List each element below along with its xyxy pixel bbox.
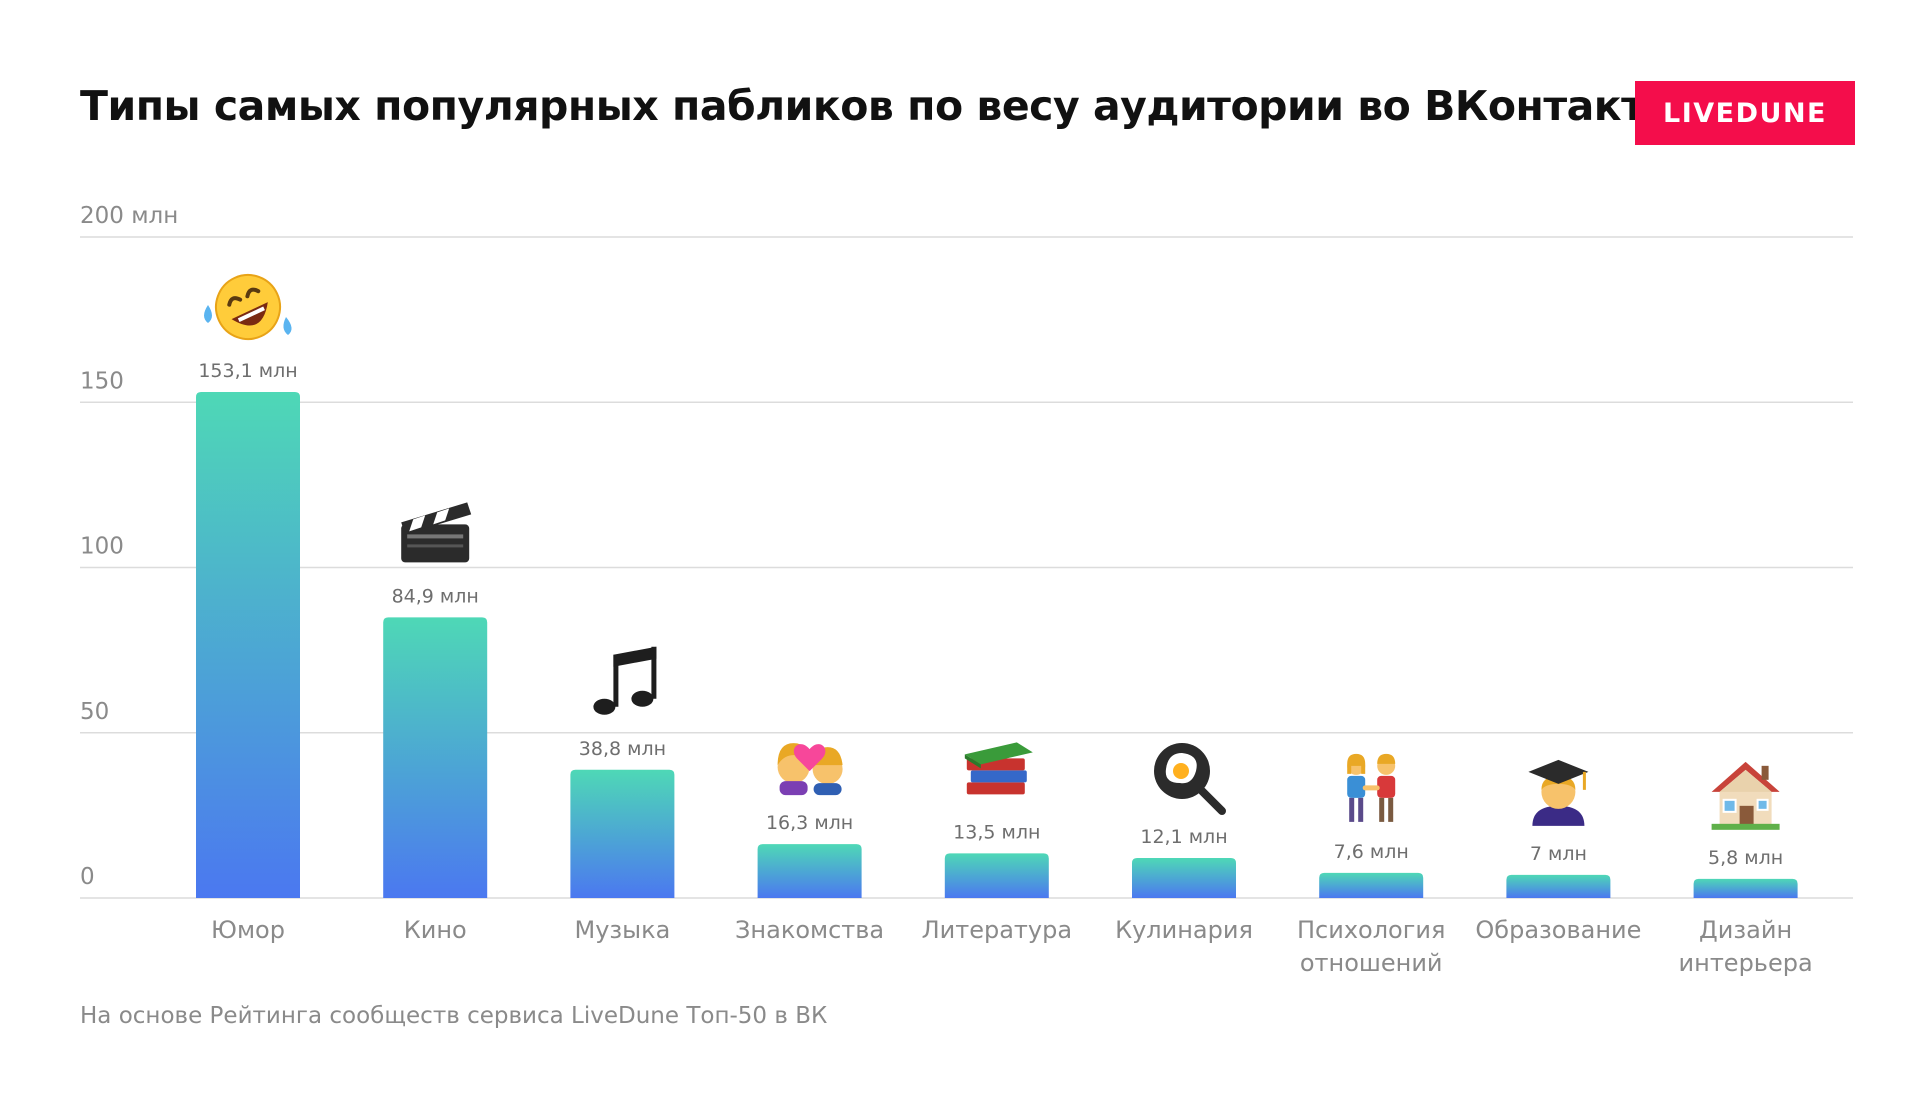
value-labels: 153,1 млн 84,9 млн 38,8 млн 16,3 млн 13,5 мл… [198, 360, 1783, 869]
value-label: 13,5 млн [953, 821, 1040, 843]
house-icon [1711, 761, 1780, 830]
bar [1693, 878, 1798, 898]
bar [1506, 874, 1611, 898]
bar [383, 617, 488, 898]
category-label: Музыка [574, 916, 670, 944]
value-label: 7 млн [1530, 843, 1587, 865]
graduate-icon [1528, 759, 1589, 826]
category-labels: Юмор Кино Музыка Знакомства Литература Кулина… [211, 916, 1813, 977]
value-label: 38,8 млн [579, 738, 666, 760]
books-icon [964, 742, 1033, 795]
music-notes-icon [593, 646, 657, 715]
value-label: 5,8 млн [1708, 847, 1783, 869]
couple-holding-hands-icon [1347, 753, 1396, 822]
frying-pan-egg-icon [1154, 743, 1226, 816]
bar [1132, 858, 1236, 898]
bar [757, 844, 862, 898]
bar [196, 392, 300, 898]
category-label: Дизайн интерьера [1679, 916, 1813, 977]
gridlines [80, 236, 1853, 899]
couple-with-heart-icon [777, 743, 843, 796]
value-label: 12,1 млн [1140, 826, 1227, 848]
livedune-logo[interactable]: LIVEDUNE [1635, 81, 1855, 145]
bar [944, 853, 1049, 898]
chart-title: Типы самых популярных пабликов по весу а… [80, 82, 1672, 130]
y-axis-ticks: 0 50 100 150 200 млн [80, 203, 178, 890]
y-tick-label: 50 [80, 699, 109, 725]
y-tick-label: 0 [80, 864, 95, 890]
rofl-face-icon [204, 274, 292, 341]
category-label: Кулинария [1115, 916, 1253, 944]
bar [570, 769, 675, 898]
category-label: Юмор [211, 916, 285, 944]
bar [1319, 872, 1424, 898]
value-label: 7,6 млн [1334, 841, 1409, 863]
bars [196, 392, 1798, 898]
value-label: 84,9 млн [392, 585, 479, 607]
y-tick-label: 100 [80, 534, 124, 560]
category-label: Знакомства [735, 916, 884, 944]
category-label: Образование [1475, 916, 1641, 944]
category-label: Литература [922, 916, 1072, 944]
value-label: 153,1 млн [198, 360, 297, 382]
clapper-board-icon [401, 502, 472, 563]
y-tick-label: 200 млн [80, 203, 178, 229]
category-label: Психология отношений [1297, 916, 1445, 977]
bar-icons [204, 274, 1780, 830]
source-footnote: На основе Рейтинга сообществ сервиса Liv… [80, 1003, 828, 1029]
category-label: Кино [404, 916, 467, 944]
value-label: 16,3 млн [766, 812, 853, 834]
y-tick-label: 150 [80, 368, 124, 394]
